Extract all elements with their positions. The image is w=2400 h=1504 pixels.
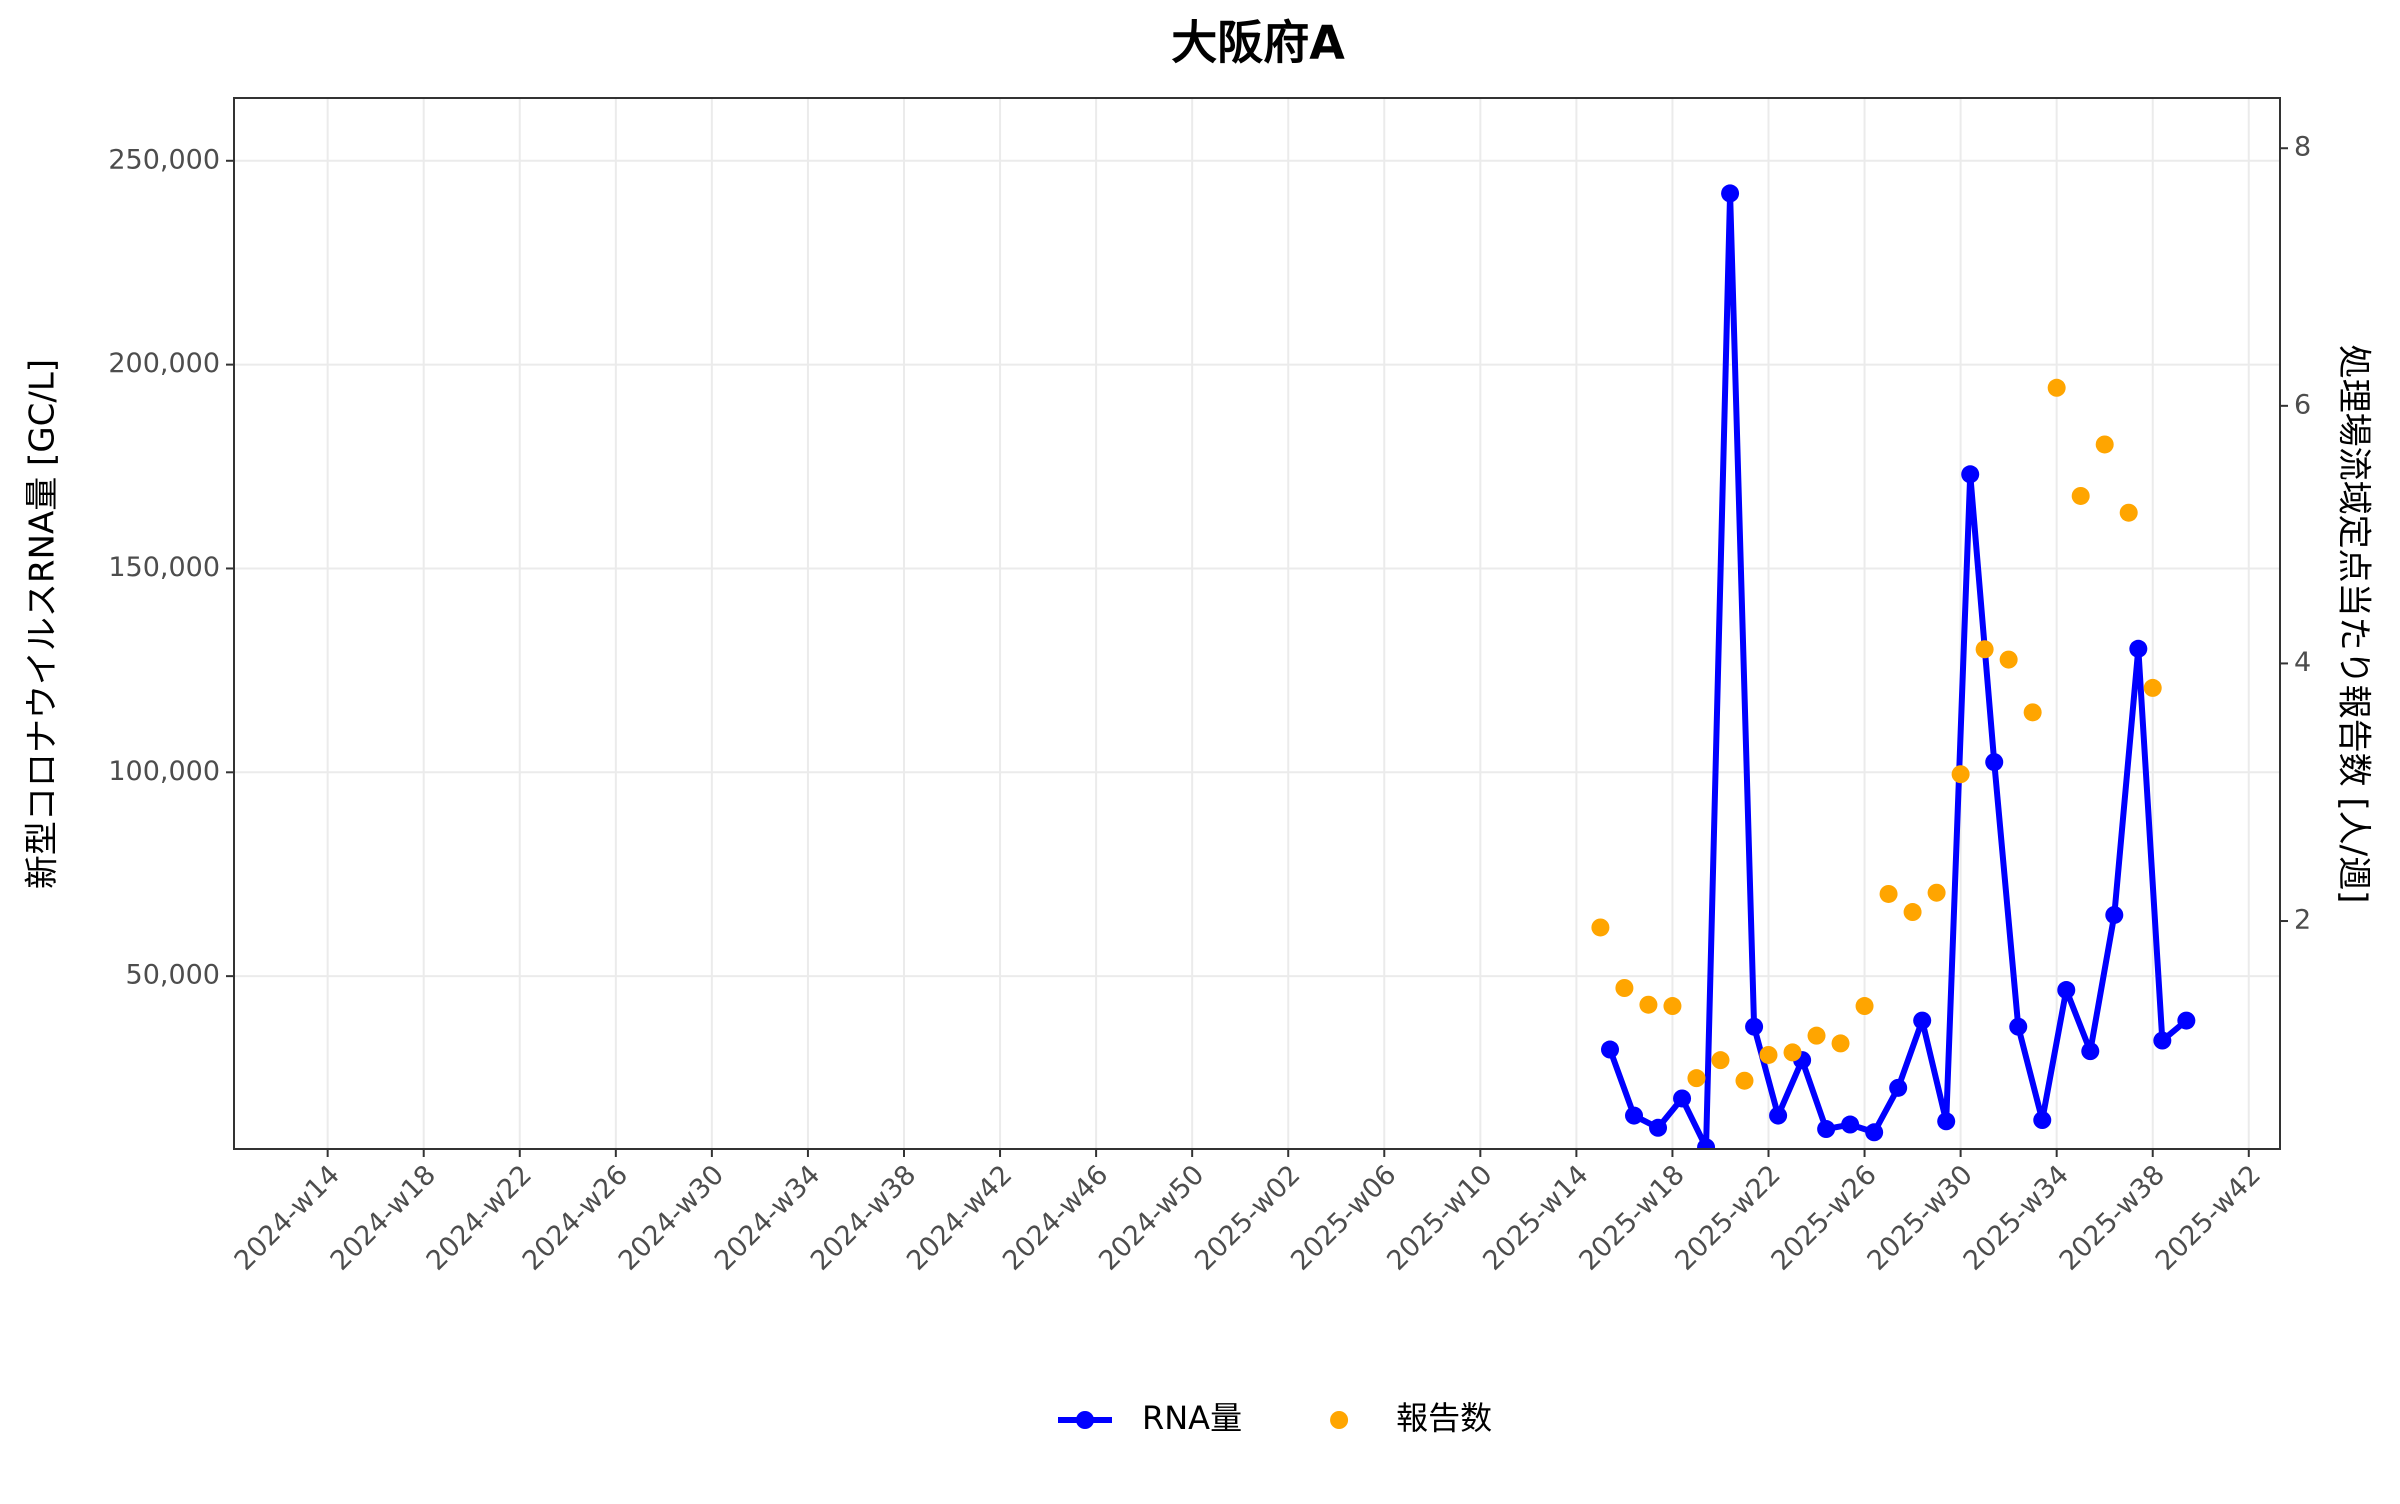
data-point (1985, 753, 2004, 772)
data-point (1601, 1040, 1620, 1059)
data-point (2047, 378, 2066, 397)
y2-tick-label: 4 (2294, 647, 2311, 678)
y2-axis-title: 処理場流域定点当たり報告数 [人/週] (2334, 345, 2374, 904)
data-point (1783, 1043, 1802, 1062)
legend-marker (1330, 1411, 1349, 1429)
data-point (1687, 1069, 1706, 1088)
data-point (1649, 1118, 1668, 1137)
data-point (1865, 1123, 1884, 1142)
data-point (1721, 184, 1740, 203)
data-point (1759, 1045, 1778, 1064)
legend-marker (1076, 1411, 1094, 1429)
data-point (1999, 650, 2018, 669)
data-point (1807, 1026, 1826, 1045)
y2-tick-label: 8 (2294, 132, 2311, 163)
data-point (2023, 703, 2042, 722)
data-point (1889, 1078, 1908, 1097)
grid (234, 98, 2280, 1149)
x-tick-label: 2025-w42 (2150, 1159, 2267, 1276)
data-point (1913, 1011, 1932, 1030)
y-axis-title: 新型コロナウイルスRNA量 [GC/L] (23, 359, 63, 889)
data-point (1697, 1138, 1716, 1149)
y2-tick-label: 6 (2294, 389, 2311, 420)
data-point (1711, 1051, 1730, 1070)
legend-label: RNA量 (1142, 1399, 1242, 1437)
plot-marks (1591, 184, 2196, 1149)
data-point (1769, 1106, 1788, 1125)
data-point (2071, 486, 2090, 505)
data-point (2009, 1017, 2028, 1036)
data-point (1817, 1120, 1836, 1139)
data-point (2081, 1042, 2100, 1061)
data-point (2143, 678, 2162, 697)
data-point (2105, 905, 2124, 924)
data-point (1673, 1089, 1692, 1108)
data-point (1639, 995, 1658, 1014)
data-point (1841, 1115, 1860, 1134)
data-point (1927, 883, 1946, 902)
data-point (1951, 765, 1970, 784)
data-point (1903, 903, 1922, 922)
y-tick-label: 150,000 (108, 552, 220, 583)
y-tick-label: 50,000 (126, 960, 220, 991)
data-point (1879, 884, 1898, 903)
y-tick-label: 100,000 (108, 756, 220, 787)
chart-title: 大阪府A (1171, 16, 1345, 70)
data-point (2095, 435, 2114, 454)
series-line (1607, 190, 2189, 1149)
data-point (1615, 979, 1634, 998)
data-point (2057, 981, 2076, 1000)
legend: RNA量 報告数 (1058, 1399, 1492, 1437)
axes: 2024-w142024-w182024-w222024-w262024-w30… (108, 132, 2311, 1277)
data-point (2033, 1111, 2052, 1130)
data-point (1937, 1112, 1956, 1131)
data-point (2177, 1011, 2196, 1030)
data-point (2129, 639, 2148, 658)
data-point (1975, 640, 1994, 659)
y-tick-label: 250,000 (108, 144, 220, 175)
data-point (2119, 503, 2138, 522)
data-point (1735, 1071, 1754, 1090)
data-point (1663, 997, 1682, 1016)
plot-border (233, 97, 2281, 1150)
y-tick-label: 200,000 (108, 348, 220, 379)
data-point (1855, 997, 1874, 1016)
data-point (2153, 1031, 2172, 1050)
data-point (1831, 1034, 1850, 1053)
y2-tick-label: 2 (2294, 905, 2311, 936)
data-point (1961, 465, 1980, 484)
data-point (1745, 1017, 1764, 1036)
data-point (1591, 918, 1610, 937)
data-point (1625, 1106, 1644, 1125)
legend-label: 報告数 (1396, 1399, 1492, 1437)
